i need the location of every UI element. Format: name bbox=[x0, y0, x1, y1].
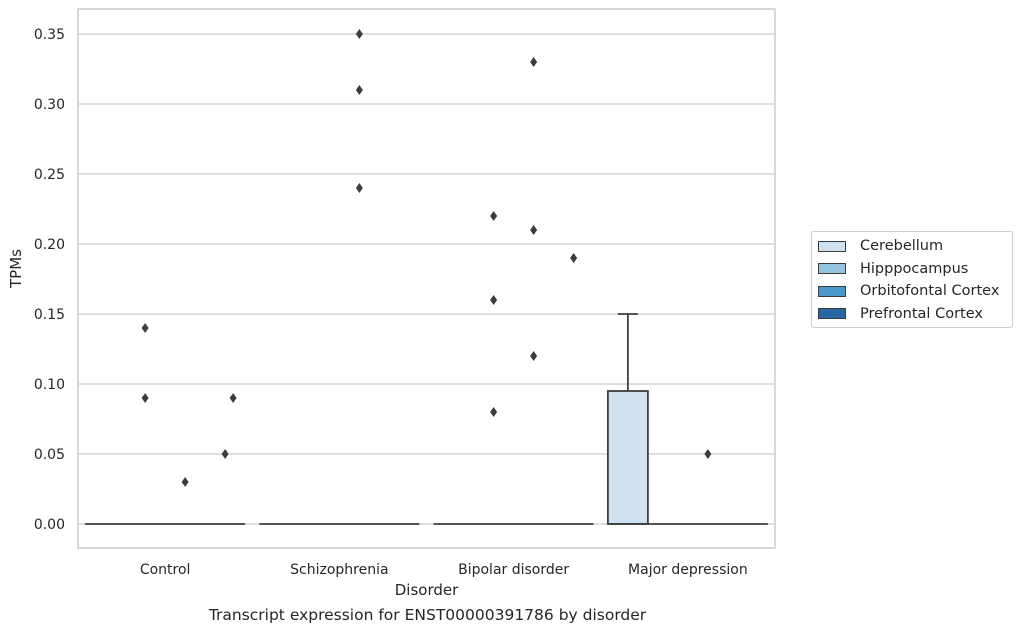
x-tick-label: Control bbox=[140, 562, 191, 578]
y-tick-label: 0.05 bbox=[34, 447, 65, 463]
y-tick-label: 0.30 bbox=[34, 97, 65, 113]
box bbox=[606, 390, 649, 525]
legend-label: Cerebellum bbox=[860, 238, 944, 255]
x-tick-label: Bipolar disorder bbox=[458, 562, 569, 578]
outlier-point bbox=[490, 407, 498, 417]
legend: Cerebellum Hipppocampus Orbitofontal Cor… bbox=[811, 231, 1013, 328]
outlier-point bbox=[530, 57, 538, 67]
outliers-layer bbox=[141, 29, 712, 487]
outlier-point bbox=[355, 29, 363, 39]
outlier-point bbox=[355, 85, 363, 95]
legend-item-prefrontal: Prefrontal Cortex bbox=[812, 303, 1012, 326]
grid-lines bbox=[78, 33, 775, 525]
legend-label: Prefrontal Cortex bbox=[860, 305, 983, 322]
y-tick-label: 0.10 bbox=[34, 377, 65, 393]
outlier-point bbox=[530, 225, 538, 235]
outlier-point bbox=[490, 295, 498, 305]
y-tick-label: 0.35 bbox=[34, 27, 65, 43]
legend-item-hippocampus: Hipppocampus bbox=[812, 258, 1012, 281]
plot-frame bbox=[77, 8, 776, 549]
legend-swatch-prefrontal bbox=[818, 308, 846, 320]
x-tick-labels: Control Schizophrenia Bipolar disorder Majo… bbox=[140, 562, 748, 578]
legend-item-orbitofrontal: Orbitofontal Cortex bbox=[812, 280, 1012, 303]
outlier-point bbox=[181, 477, 189, 487]
chart-title: Transcript expression for ENST0000039178… bbox=[208, 606, 647, 624]
outlier-point bbox=[490, 211, 498, 221]
outlier-point bbox=[229, 393, 237, 403]
legend-swatch-orbitofrontal bbox=[818, 285, 846, 297]
y-tick-label: 0.20 bbox=[34, 237, 65, 253]
outlier-point bbox=[355, 183, 363, 193]
x-tick-label: Major depression bbox=[628, 562, 748, 578]
outlier-point bbox=[221, 449, 229, 459]
y-axis-label: TPMs bbox=[7, 249, 25, 289]
outlier-point bbox=[570, 253, 578, 263]
legend-label: Orbitofontal Cortex bbox=[860, 283, 1000, 300]
legend-label: Hipppocampus bbox=[860, 260, 969, 277]
legend-swatch-cerebellum bbox=[818, 240, 846, 252]
y-tick-label: 0.00 bbox=[34, 517, 65, 533]
y-tick-label: 0.25 bbox=[34, 167, 65, 183]
outlier-point bbox=[141, 323, 149, 333]
outlier-point bbox=[141, 393, 149, 403]
legend-swatch-hippocampus bbox=[818, 263, 846, 275]
legend-item-cerebellum: Cerebellum bbox=[812, 235, 1012, 258]
y-tick-labels: 0.00 0.05 0.10 0.15 0.20 0.25 0.30 0.35 bbox=[34, 27, 65, 533]
x-axis-label: Disorder bbox=[395, 581, 459, 599]
x-tick-label: Schizophrenia bbox=[290, 562, 388, 578]
outlier-point bbox=[530, 351, 538, 361]
boxes-layer bbox=[85, 313, 768, 525]
outlier-point bbox=[704, 449, 712, 459]
y-tick-label: 0.15 bbox=[34, 307, 65, 323]
